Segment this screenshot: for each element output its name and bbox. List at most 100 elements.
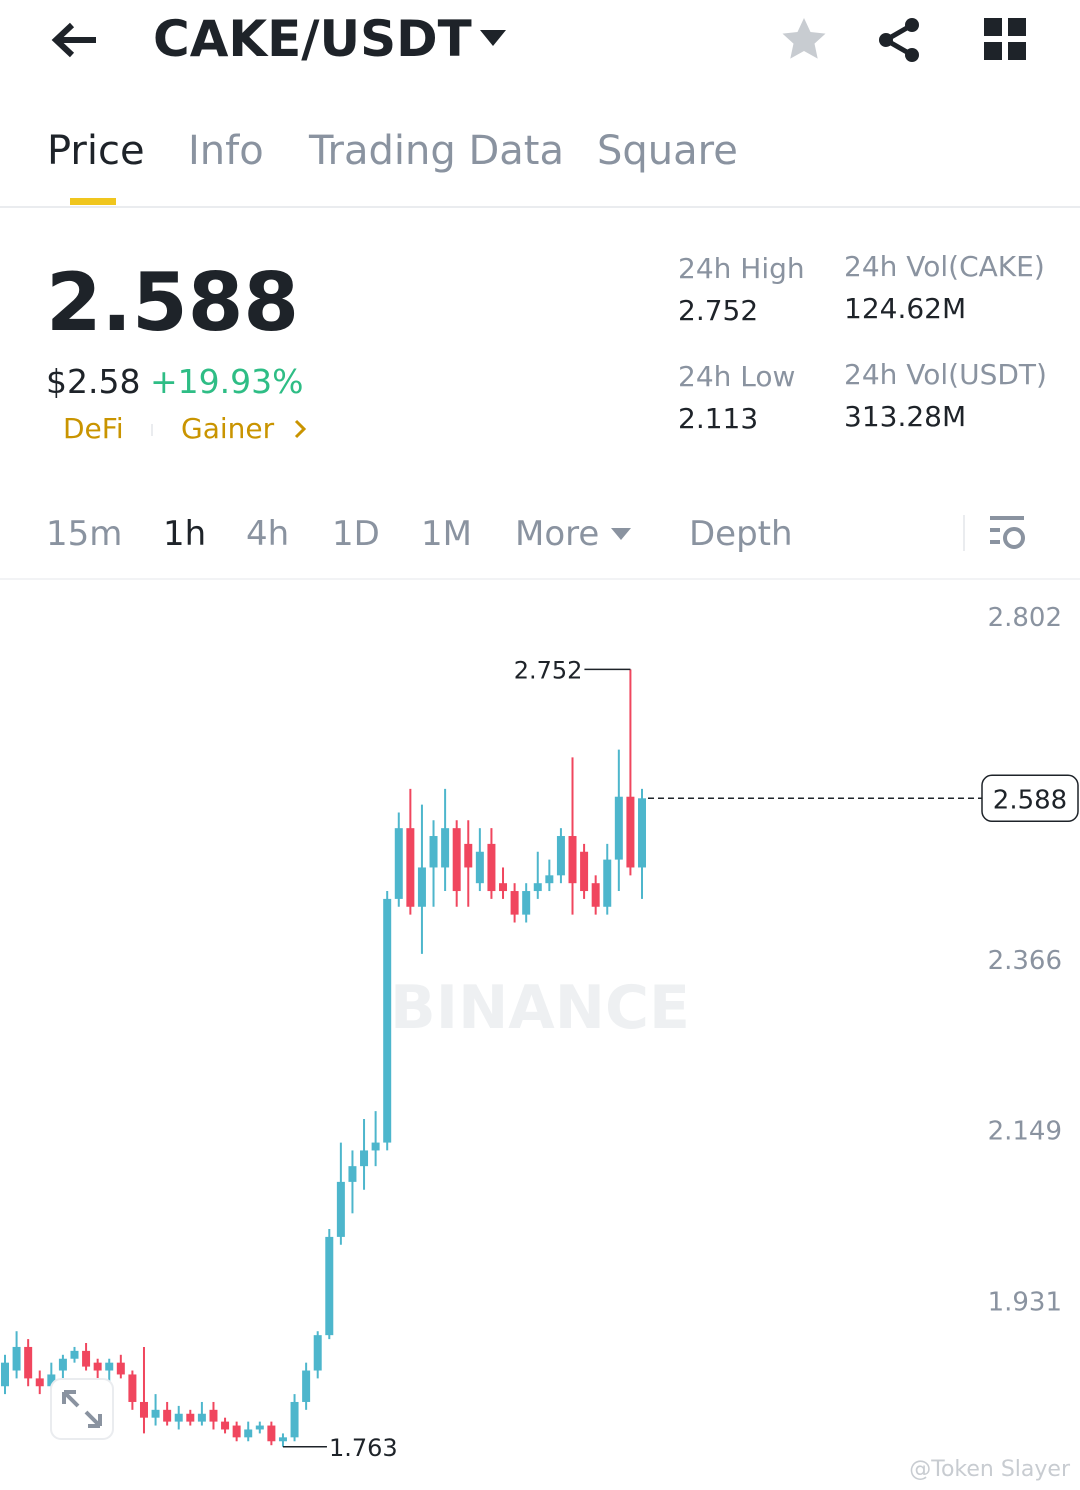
- candle-body: [186, 1413, 195, 1422]
- tab[interactable]: Price: [47, 128, 145, 174]
- stat-value: 313.28M: [844, 400, 967, 433]
- candle-body: [464, 843, 473, 868]
- candle-body: [93, 1362, 102, 1371]
- candle-body: [163, 1409, 172, 1422]
- interval[interactable]: 1M: [421, 514, 472, 554]
- interval[interactable]: More: [515, 514, 600, 554]
- y-tick-label: 1.931: [988, 1288, 1062, 1318]
- candle-body: [58, 1358, 67, 1371]
- candle-body: [417, 867, 426, 907]
- y-tick-label: 2.366: [988, 946, 1062, 976]
- price-label: 2.588: [993, 785, 1067, 815]
- candle-body: [499, 883, 508, 892]
- candle-body: [406, 828, 415, 907]
- low-annotation: 1.763: [329, 1434, 398, 1462]
- candle-body: [139, 1401, 148, 1418]
- stat-label: 24h Vol(USDT): [844, 358, 1047, 391]
- last-price: 2.588: [46, 256, 300, 349]
- candle-body: [452, 828, 461, 892]
- candle-body: [1, 1362, 9, 1387]
- candle-body: [290, 1401, 299, 1438]
- y-tick-label: 2.149: [988, 1116, 1062, 1146]
- tab-indicator: [70, 198, 116, 205]
- interval[interactable]: 4h: [246, 514, 290, 554]
- stat-label: 24h Vol(CAKE): [844, 250, 1045, 283]
- candle-body: [267, 1425, 276, 1442]
- chevron-icon[interactable]: [292, 418, 308, 440]
- candle-body: [278, 1437, 287, 1442]
- candle-body: [82, 1350, 91, 1367]
- price-label-box: [981, 774, 1079, 823]
- candle-body: [255, 1425, 264, 1430]
- candle-body: [197, 1413, 206, 1422]
- candle-body: [556, 836, 565, 876]
- interval[interactable]: 15m: [46, 514, 123, 554]
- candle-body: [614, 796, 623, 860]
- candle-body: [545, 875, 554, 884]
- candle-body: [348, 1166, 357, 1182]
- candle-body: [580, 851, 589, 892]
- tag[interactable]: DeFi: [63, 412, 124, 445]
- separator: [151, 424, 153, 436]
- candle-body: [568, 836, 577, 884]
- credit: @Token Slayer: [909, 1457, 1071, 1482]
- candle-body: [429, 836, 438, 868]
- candle-body: [244, 1429, 253, 1438]
- stat-value: 124.62M: [844, 292, 967, 325]
- separator: [963, 515, 965, 551]
- back-icon[interactable]: [50, 20, 100, 60]
- settings-icon[interactable]: [988, 514, 1028, 554]
- interval[interactable]: 1D: [332, 514, 380, 554]
- candle-body: [626, 796, 635, 868]
- candle-body: [35, 1378, 44, 1387]
- stat-value: 2.113: [678, 402, 759, 435]
- divider: [0, 206, 1080, 208]
- candle-body: [394, 828, 403, 899]
- tag[interactable]: Gainer: [181, 412, 275, 445]
- tab[interactable]: Square: [597, 128, 738, 174]
- divider: [0, 578, 1080, 580]
- grid-icon[interactable]: [984, 18, 1028, 62]
- candle-body: [603, 859, 612, 907]
- candle-body: [24, 1346, 33, 1379]
- candle-body: [522, 891, 531, 915]
- candle-body: [591, 883, 600, 907]
- candle-body: [383, 898, 392, 1143]
- candle-body: [151, 1409, 160, 1418]
- candle-body: [638, 798, 646, 868]
- candle-body: [360, 1150, 369, 1167]
- star-icon[interactable]: [780, 16, 828, 64]
- tab[interactable]: Trading Data: [309, 128, 564, 174]
- candle-body: [313, 1335, 322, 1371]
- candle-body: [47, 1374, 56, 1387]
- candle-body: [232, 1425, 241, 1438]
- candle-body: [128, 1374, 137, 1402]
- candle-body: [441, 828, 450, 868]
- candle-body: [487, 843, 496, 892]
- watermark: BINANCE: [390, 973, 690, 1043]
- candle-body: [475, 851, 484, 884]
- stat-label: 24h Low: [678, 360, 796, 393]
- candle-body: [533, 883, 542, 892]
- dropdown-icon[interactable]: [610, 527, 632, 541]
- stat-value: 2.752: [678, 294, 759, 327]
- candle-body: [174, 1413, 183, 1422]
- fiat-price: $2.58: [46, 362, 141, 401]
- share-icon[interactable]: [876, 16, 924, 64]
- candle-body: [12, 1346, 21, 1371]
- high-annotation: 2.752: [514, 656, 583, 684]
- candle-body: [116, 1362, 125, 1375]
- candle-body: [221, 1421, 230, 1430]
- candle-body: [371, 1142, 380, 1151]
- pair-title[interactable]: CAKE/USDT: [153, 10, 472, 68]
- tab[interactable]: Info: [188, 128, 264, 174]
- interval[interactable]: 1h: [163, 514, 207, 554]
- candle-body: [209, 1409, 218, 1422]
- dropdown-icon[interactable]: [478, 28, 508, 48]
- interval[interactable]: Depth: [689, 514, 793, 554]
- change: +19.93%: [150, 362, 304, 401]
- fullscreen-button[interactable]: [50, 1378, 114, 1440]
- candle-body: [302, 1370, 311, 1402]
